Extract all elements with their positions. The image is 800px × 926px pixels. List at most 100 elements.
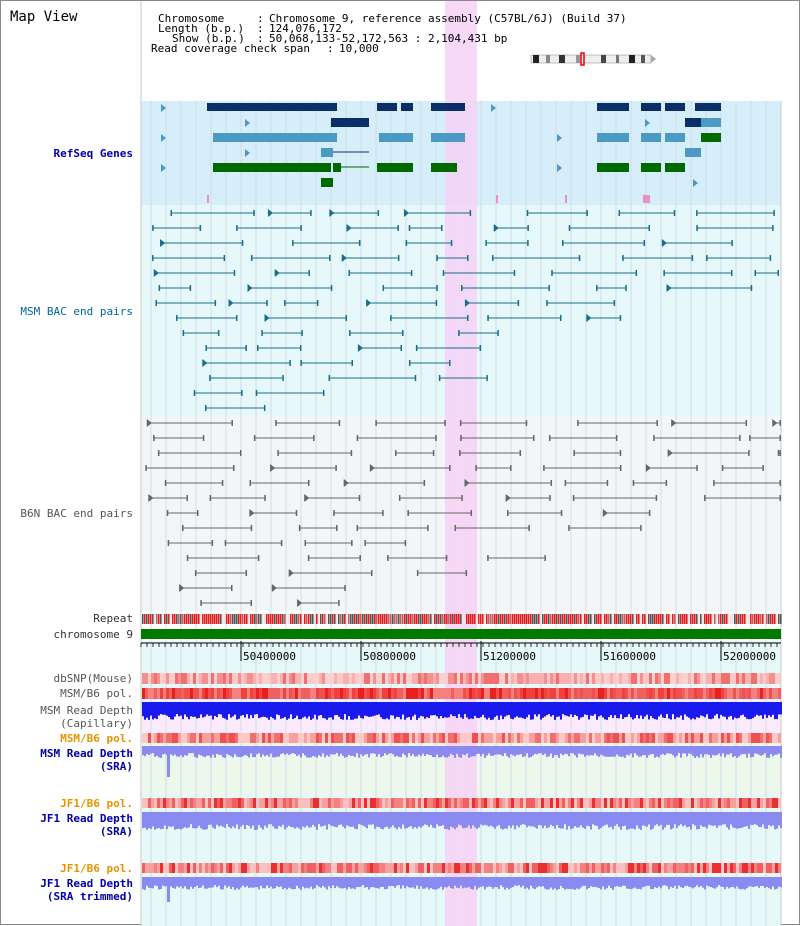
depth-bar — [224, 746, 226, 758]
depth-bar — [506, 877, 508, 888]
depth-bar — [348, 877, 350, 888]
bac-arrow — [346, 224, 352, 232]
depth-bar — [352, 812, 354, 827]
bac-end — [467, 255, 469, 261]
depth-bar — [466, 812, 468, 828]
gene-exon — [431, 133, 465, 142]
depth-bar — [296, 702, 298, 716]
track-label-jf1-depth-1[interactable]: JF1 Read Depth — [40, 812, 133, 825]
depth-bar — [676, 746, 678, 756]
depth-bar — [260, 746, 262, 758]
heat-cell — [190, 798, 193, 808]
repeat-tick — [248, 614, 250, 624]
depth-bar — [628, 746, 630, 756]
repeat-tick — [750, 614, 752, 624]
depth-bar — [584, 812, 586, 829]
heat-cell — [199, 673, 202, 684]
bac-end — [461, 495, 463, 501]
track-label-msm-b6-pol-2[interactable]: MSM/B6 pol. — [60, 732, 133, 745]
heat-cell — [418, 863, 421, 873]
heat-cell — [301, 798, 304, 808]
depth-bar — [518, 746, 520, 755]
track-label-jf1-depth-trim-1[interactable]: JF1 Read Depth — [40, 877, 133, 890]
heat-cell — [199, 863, 202, 873]
depth-bar — [480, 877, 482, 887]
depth-bar — [492, 702, 494, 720]
bac-end — [398, 495, 401, 501]
heat-cell — [334, 688, 337, 699]
heat-cell — [250, 688, 253, 699]
track-label-msm-bac[interactable]: MSM BAC end pairs — [20, 305, 133, 318]
depth-bar — [690, 877, 692, 888]
heat-cell — [667, 798, 670, 808]
heat-cell — [373, 688, 376, 699]
repeat-tick — [488, 614, 490, 624]
bac-end — [492, 255, 494, 261]
depth-bar — [248, 702, 250, 719]
repeat-tick — [412, 614, 414, 624]
repeat-tick — [260, 614, 262, 624]
repeat-tick — [196, 614, 198, 624]
depth-bar — [288, 746, 290, 755]
track-label-jf1-depth-2: (SRA) — [99, 825, 133, 838]
heat-cell — [688, 733, 691, 743]
depth-bar — [314, 746, 316, 757]
depth-bar — [596, 877, 598, 888]
heat-cell — [388, 673, 391, 684]
depth-bar — [746, 746, 748, 758]
heat-cell — [589, 673, 592, 684]
heat-cell — [382, 863, 385, 873]
track-label-msm-depth-cap-1[interactable]: MSM Read Depth — [40, 704, 133, 717]
gene-exon — [695, 103, 721, 111]
heat-cell — [454, 688, 457, 699]
gene-exon — [213, 163, 331, 172]
repeat-tick — [524, 614, 526, 624]
depth-bar — [732, 877, 734, 887]
track-label-repeat[interactable]: Repeat — [93, 612, 133, 625]
heat-cell — [286, 733, 289, 743]
depth-bar — [764, 877, 766, 888]
depth-bar — [622, 812, 624, 827]
depth-bar — [702, 812, 704, 827]
track-label-dbsnp[interactable]: dbSNP(Mouse) — [53, 672, 133, 685]
track-label-refseq[interactable]: RefSeq Genes — [53, 147, 133, 160]
heat-cell — [508, 798, 511, 808]
depth-bar — [324, 812, 326, 826]
heat-cell — [235, 798, 238, 808]
depth-bar — [362, 746, 364, 757]
depth-bar — [180, 812, 182, 830]
heat-cell — [565, 688, 568, 699]
track-label-b6n-bac[interactable]: B6N BAC end pairs — [20, 507, 133, 520]
repeat-tick — [472, 614, 474, 624]
repeat-tick — [436, 614, 438, 624]
depth-bar — [638, 746, 640, 757]
track-label-msm-b6-pol[interactable]: MSM/B6 pol. — [60, 687, 133, 700]
depth-bar — [348, 746, 350, 755]
heat-cell — [709, 673, 712, 684]
heat-cell — [538, 863, 541, 873]
depth-bar — [302, 877, 304, 887]
track-label-msm-depth-sra-1[interactable]: MSM Read Depth — [40, 747, 133, 760]
depth-bar — [378, 877, 380, 889]
heat-cell — [358, 798, 361, 808]
bac-end — [223, 255, 226, 261]
heat-cell — [220, 798, 223, 808]
heat-cell — [391, 733, 394, 743]
heat-cell — [271, 673, 274, 684]
bac-end — [441, 225, 443, 231]
repeat-tick — [318, 614, 320, 624]
track-label-jf1-b6-pol[interactable]: JF1/B6 pol. — [60, 797, 133, 810]
repeat-tick — [292, 614, 294, 624]
heat-cell — [241, 733, 244, 743]
depth-bar — [584, 702, 586, 715]
repeat-tick — [698, 614, 700, 624]
depth-bar — [496, 702, 498, 716]
gene-exon — [665, 163, 685, 172]
depth-bar — [210, 746, 212, 758]
depth-bar — [664, 812, 666, 828]
heat-cell — [637, 688, 640, 699]
gene-exon — [333, 163, 341, 172]
bac-arrow — [661, 239, 667, 247]
track-label-jf1-b6-pol-2[interactable]: JF1/B6 pol. — [60, 862, 133, 875]
